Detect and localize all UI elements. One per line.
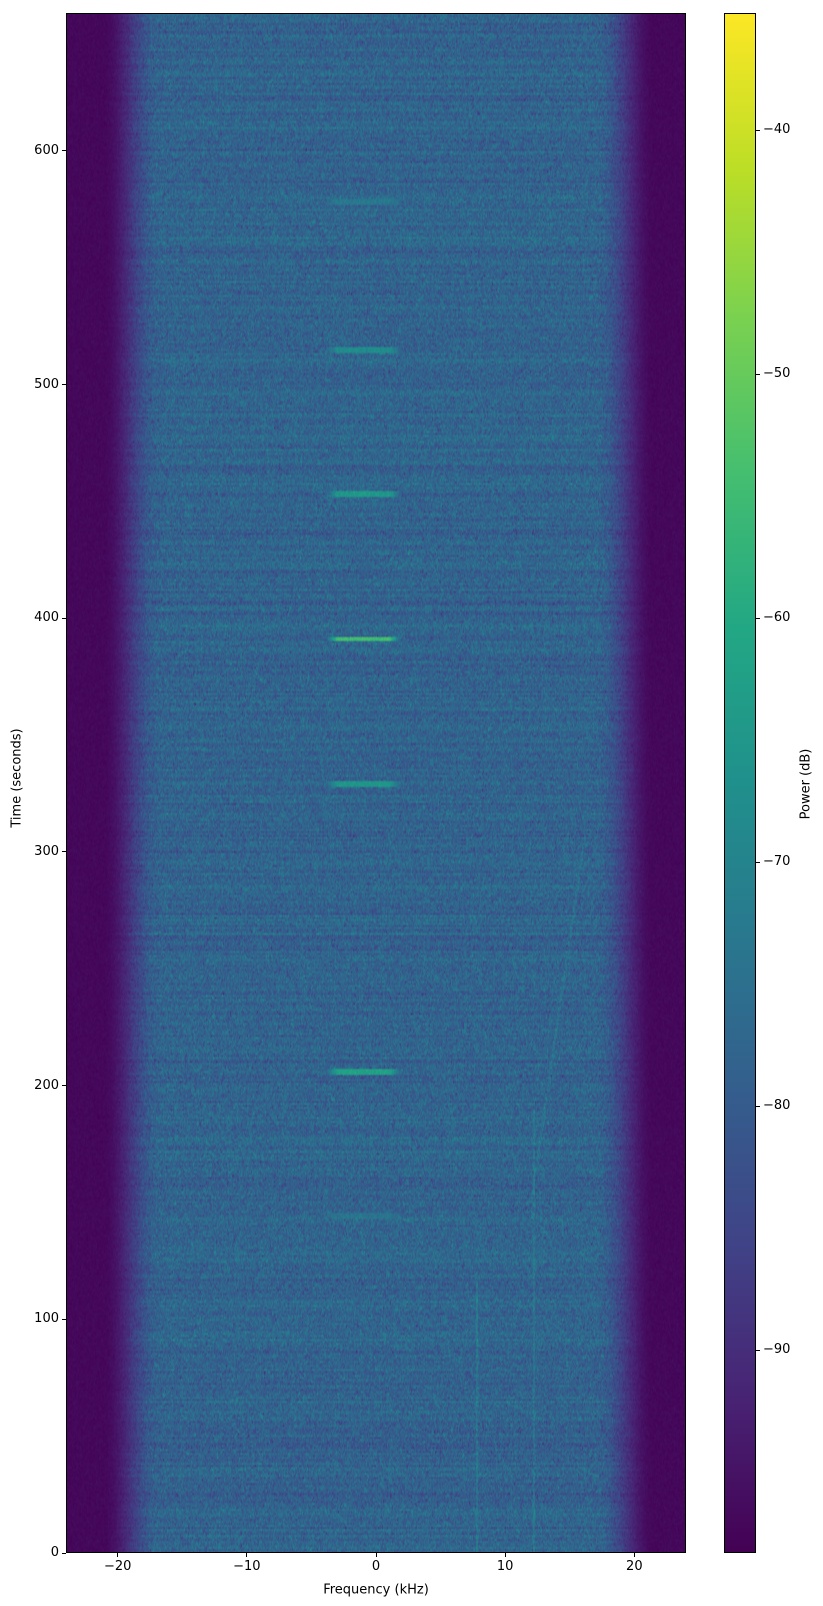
colorbar-tick-label: −60	[763, 610, 791, 626]
colorbar-tick-label: −50	[763, 366, 791, 382]
x-tick-mark	[246, 1553, 248, 1557]
y-tick-mark	[62, 384, 66, 386]
y-tick-mark	[62, 150, 66, 152]
colorbar-tick-mark	[756, 617, 760, 619]
colorbar-tick-mark	[756, 373, 760, 375]
spectrogram-heatmap	[66, 13, 686, 1553]
colorbar-tick-mark	[756, 129, 760, 131]
colorbar-tick-label: −70	[763, 854, 791, 870]
x-tick-label: −10	[233, 1559, 261, 1574]
y-tick-mark	[62, 1552, 66, 1554]
y-tick-label: 400	[34, 610, 59, 626]
x-tick-mark	[504, 1553, 506, 1557]
y-tick-mark	[62, 851, 66, 853]
colorbar-tick-label: −40	[763, 122, 791, 138]
y-tick-label: 200	[34, 1077, 59, 1093]
colorbar	[724, 13, 756, 1553]
x-tick-label: −20	[103, 1559, 132, 1574]
x-axis-label: Frequency (kHz)	[323, 1582, 429, 1598]
x-tick-label: 20	[626, 1559, 643, 1574]
spectrogram-plot	[66, 13, 686, 1553]
colorbar-tick-mark	[756, 1349, 760, 1351]
x-tick-mark	[117, 1553, 119, 1557]
colorbar-tick-label: −80	[763, 1098, 791, 1114]
colorbar-tick-mark	[756, 861, 760, 863]
y-tick-label: 500	[34, 376, 59, 392]
colorbar-label: Power (dB)	[798, 748, 814, 820]
y-tick-mark	[62, 1318, 66, 1320]
y-tick-label: 100	[34, 1311, 59, 1327]
y-tick-label: 600	[34, 142, 59, 158]
x-tick-label: 0	[371, 1559, 381, 1574]
y-tick-mark	[62, 1085, 66, 1087]
x-tick-label: 10	[496, 1559, 514, 1574]
colorbar-gradient	[724, 13, 756, 1553]
x-tick-mark	[633, 1553, 635, 1557]
y-axis-label: Time (seconds)	[9, 728, 25, 828]
colorbar-tick-mark	[756, 1105, 760, 1107]
y-tick-label: 0	[50, 1545, 59, 1560]
x-tick-mark	[375, 1553, 377, 1557]
y-tick-label: 300	[34, 843, 59, 859]
colorbar-tick-label: −90	[763, 1342, 791, 1358]
y-tick-mark	[62, 617, 66, 619]
